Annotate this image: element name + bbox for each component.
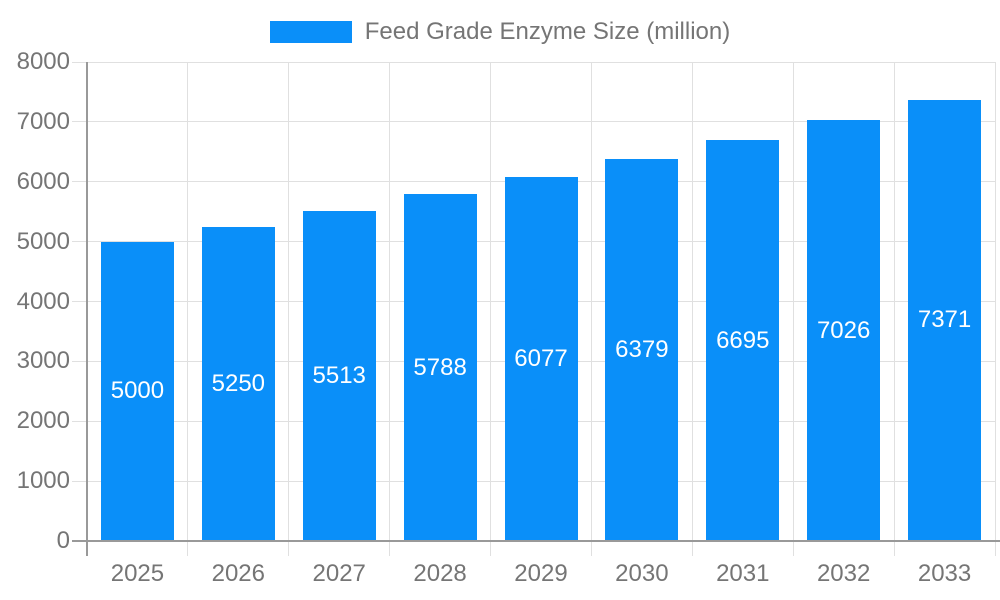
bar[interactable]: 6379 (605, 159, 679, 541)
x-gridline (792, 62, 794, 556)
y-gridline (72, 121, 995, 123)
y-axis-tick-label: 5000 (16, 227, 70, 255)
x-gridline (288, 62, 290, 556)
bar-value-label: 6379 (615, 336, 669, 364)
x-axis-tick-label: 2029 (514, 560, 568, 587)
x-axis-tick-label: 2033 (917, 560, 972, 587)
x-axis-tick-label: 2031 (716, 560, 770, 587)
x-axis-tick-label: 2032 (816, 560, 871, 587)
bar[interactable]: 5788 (403, 194, 477, 541)
bar[interactable]: 6695 (706, 140, 780, 541)
x-axis-tick-label: 2025 (110, 560, 165, 587)
x-gridline (187, 62, 189, 556)
x-gridline (590, 62, 592, 556)
y-axis-line (86, 62, 88, 556)
y-axis-tick-label: 2000 (16, 407, 70, 435)
bar-value-label: 5250 (211, 369, 266, 397)
bar-value-label: 6077 (514, 345, 568, 373)
bar-value-label: 5788 (413, 353, 467, 381)
x-gridline (490, 62, 492, 556)
bar-value-label: 5513 (312, 361, 366, 389)
y-axis-tick-label: 7000 (16, 107, 70, 135)
y-axis-tick-label: 4000 (16, 287, 70, 315)
bar[interactable]: 7371 (908, 99, 982, 541)
bar[interactable]: 5000 (100, 241, 174, 541)
x-gridline (389, 62, 391, 556)
bar[interactable]: 6077 (504, 177, 578, 541)
x-gridline (994, 62, 996, 556)
legend-label: Feed Grade Enzyme Size (million) (364, 18, 731, 45)
y-axis-tick-label: 0 (56, 527, 70, 554)
x-axis-tick-label: 2028 (413, 560, 467, 587)
bar-value-label: 7371 (917, 306, 972, 334)
y-axis-tick-label: 8000 (16, 48, 70, 75)
bar-value-label: 7026 (816, 316, 871, 344)
y-axis-tick-label: 1000 (16, 467, 70, 495)
x-axis-tick-label: 2026 (211, 560, 265, 587)
bar[interactable]: 7026 (807, 120, 881, 541)
legend[interactable]: Feed Grade Enzyme Size (million) (0, 18, 1000, 45)
bar-value-label: 5000 (110, 377, 165, 405)
y-axis-tick-label: 6000 (16, 167, 70, 195)
x-axis-tick-label: 2027 (312, 560, 366, 587)
bar[interactable]: 5513 (302, 210, 376, 541)
y-axis-tick-label: 3000 (16, 347, 70, 375)
x-axis-line (72, 540, 1000, 542)
x-gridline (691, 62, 693, 556)
x-gridline (893, 62, 895, 556)
y-gridline (72, 61, 995, 63)
legend-swatch-icon (269, 21, 352, 43)
x-axis-tick-label: 2030 (615, 560, 669, 587)
bar-value-label: 6695 (716, 326, 770, 354)
bar[interactable]: 5250 (201, 226, 275, 541)
